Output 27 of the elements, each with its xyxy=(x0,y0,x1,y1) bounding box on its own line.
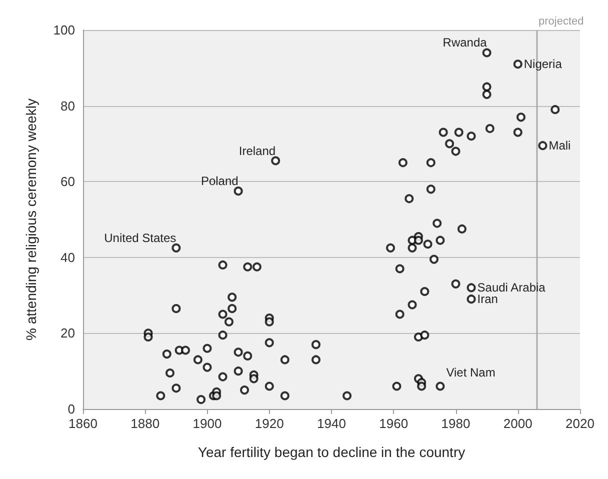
x-tick-label: 1960 xyxy=(379,416,408,431)
ref-line-label: projected xyxy=(538,16,584,28)
annotation: Ireland xyxy=(238,144,276,158)
x-tick-label: 2020 xyxy=(566,416,594,431)
y-tick-label: 0 xyxy=(68,402,75,416)
y-tick-label: 100 xyxy=(53,22,75,38)
x-tick-label: 1900 xyxy=(192,416,222,431)
x-tick-label: 1880 xyxy=(130,416,160,431)
annotation: Mali xyxy=(548,138,571,153)
x-tick-label: 1980 xyxy=(441,416,470,431)
annotation: Rwanda xyxy=(442,36,488,50)
x-tick-label: 1860 xyxy=(68,416,98,431)
x-axis-title: Year fertility began to decline in the country xyxy=(198,444,466,460)
x-tick-label: 1940 xyxy=(317,416,346,431)
x-tick-label: 2000 xyxy=(503,416,532,431)
annotation: Poland xyxy=(200,174,238,188)
annotation: United States xyxy=(104,230,176,245)
y-tick-label: 20 xyxy=(60,326,75,341)
annotation: Iran xyxy=(477,292,498,306)
annotation: Saudi Arabia xyxy=(477,280,546,295)
annotation: Nigeria xyxy=(524,57,562,72)
x-tick-label: 1920 xyxy=(254,416,284,431)
y-axis-title: % attending religious ceremony weekly xyxy=(23,98,39,341)
y-tick-label: 60 xyxy=(60,174,75,190)
y-tick-label: 80 xyxy=(60,98,75,114)
annotation: Viet Nam xyxy=(446,365,496,380)
y-tick-label: 40 xyxy=(60,250,75,265)
